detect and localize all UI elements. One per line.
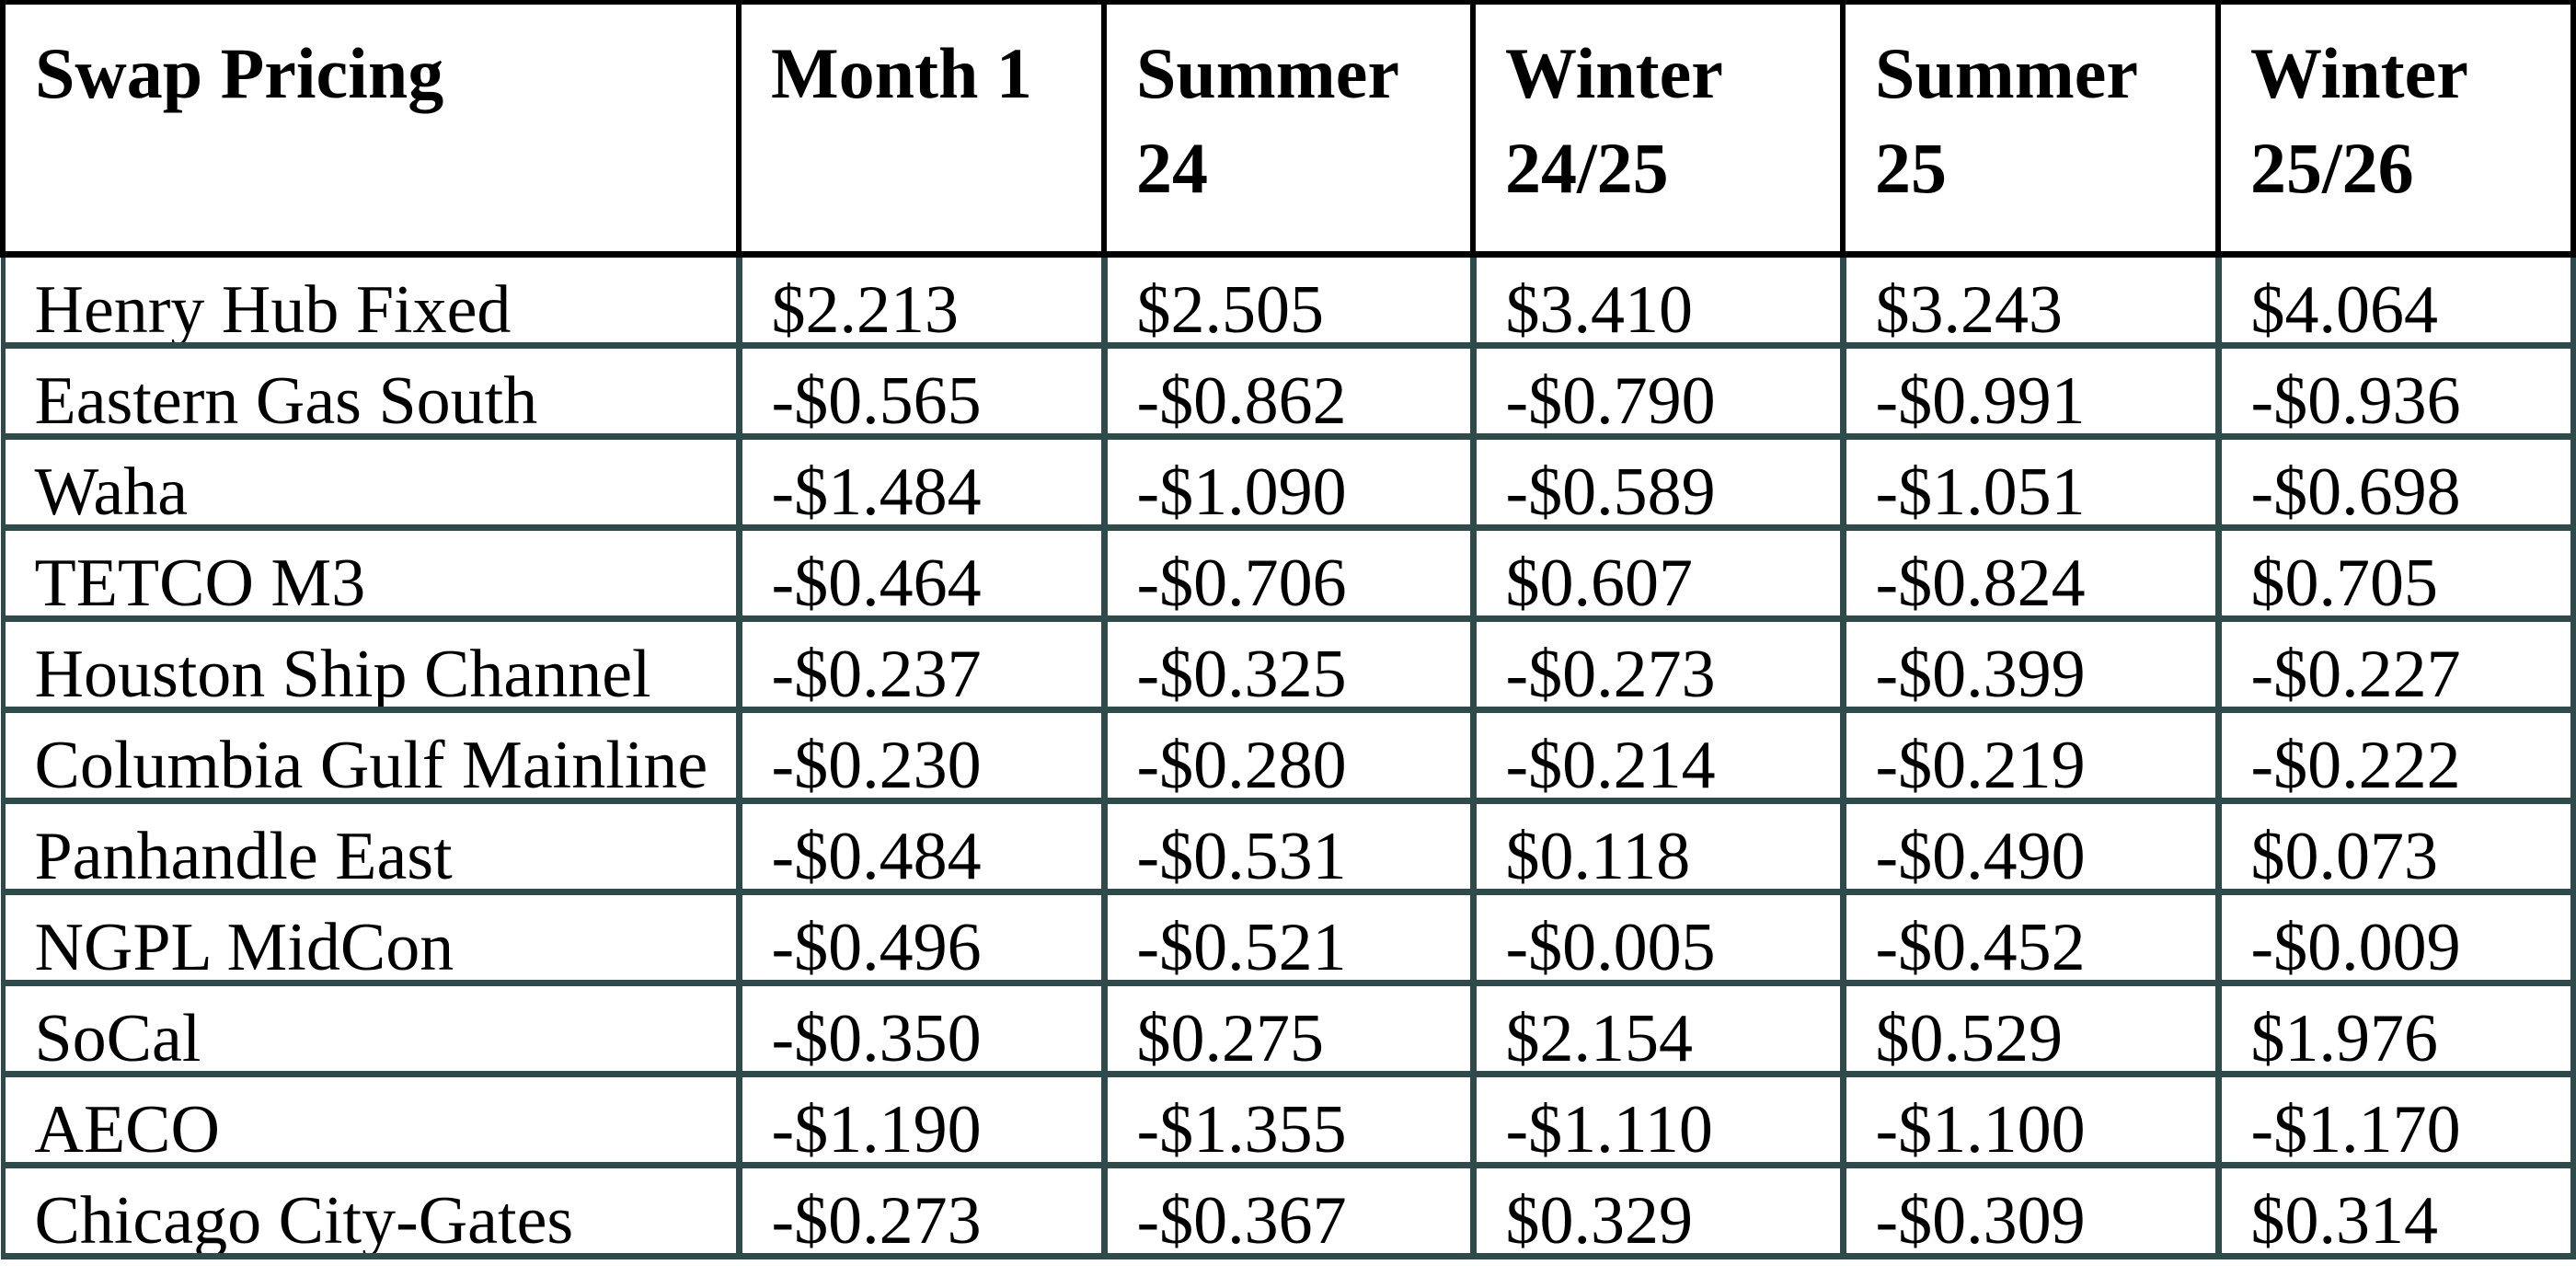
table-row: SoCal -$0.350 $0.275 $2.154 $0.529 $1.97…: [0, 980, 2576, 1077]
table-row: Houston Ship Channel -$0.237 -$0.325 -$0…: [0, 615, 2576, 713]
row-label: SoCal: [0, 980, 742, 1077]
row-label: Houston Ship Channel: [0, 615, 742, 713]
value-cell: -$1.090: [1100, 433, 1477, 531]
header-cell-summer-24: Summer 24: [1101, 0, 1476, 258]
value-cell: -$0.706: [1100, 524, 1477, 622]
value-cell: $1.976: [2214, 980, 2576, 1077]
value-cell: -$0.521: [1100, 889, 1477, 986]
value-cell: -$0.490: [1839, 798, 2222, 895]
value-cell: $2.505: [1100, 251, 1477, 349]
table-row: Eastern Gas South -$0.565 -$0.862 -$0.79…: [0, 342, 2576, 440]
value-cell: -$0.005: [1469, 889, 1846, 986]
table-row: Columbia Gulf Mainline -$0.230 -$0.280 -…: [0, 707, 2576, 804]
value-cell: -$0.214: [1469, 707, 1846, 804]
value-cell: $0.118: [1469, 798, 1846, 895]
row-label: Columbia Gulf Mainline: [0, 707, 742, 804]
value-cell: -$1.484: [735, 433, 1108, 531]
row-label: Henry Hub Fixed: [0, 251, 742, 349]
value-cell: -$1.100: [1839, 1071, 2222, 1168]
value-cell: -$0.367: [1100, 1162, 1477, 1259]
table-row: Chicago City-Gates -$0.273 -$0.367 $0.32…: [0, 1162, 2576, 1259]
value-cell: $0.314: [2214, 1162, 2576, 1259]
header-cell-month-1: Month 1: [736, 0, 1107, 258]
row-label: Chicago City-Gates: [0, 1162, 742, 1259]
value-cell: -$0.452: [1839, 889, 2222, 986]
value-cell: -$0.350: [735, 980, 1108, 1077]
header-cell-swap-pricing: Swap Pricing: [0, 0, 742, 258]
value-cell: -$0.230: [735, 707, 1108, 804]
table-row: TETCO M3 -$0.464 -$0.706 $0.607 -$0.824 …: [0, 524, 2576, 622]
value-cell: $0.329: [1469, 1162, 1846, 1259]
value-cell: -$0.589: [1469, 433, 1846, 531]
value-cell: $4.064: [2214, 251, 2576, 349]
swap-pricing-table: Swap Pricing Month 1 Summer 24 Winter 24…: [0, 0, 2576, 1259]
row-label: NGPL MidCon: [0, 889, 742, 986]
value-cell: $0.073: [2214, 798, 2576, 895]
table-row: Panhandle East -$0.484 -$0.531 $0.118 -$…: [0, 798, 2576, 895]
value-cell: $0.705: [2214, 524, 2576, 622]
value-cell: -$1.190: [735, 1071, 1108, 1168]
value-cell: -$0.565: [735, 342, 1108, 440]
value-cell: -$0.698: [2214, 433, 2576, 531]
table-row: Henry Hub Fixed $2.213 $2.505 $3.410 $3.…: [0, 251, 2576, 349]
value-cell: -$0.237: [735, 615, 1108, 713]
value-cell: -$0.009: [2214, 889, 2576, 986]
value-cell: $2.213: [735, 251, 1108, 349]
header-row: Swap Pricing Month 1 Summer 24 Winter 24…: [0, 0, 2576, 258]
table-row: NGPL MidCon -$0.496 -$0.521 -$0.005 -$0.…: [0, 889, 2576, 986]
table-row: Waha -$1.484 -$1.090 -$0.589 -$1.051 -$0…: [0, 433, 2576, 531]
value-cell: $0.275: [1100, 980, 1477, 1077]
value-cell: $3.243: [1839, 251, 2222, 349]
value-cell: $0.607: [1469, 524, 1846, 622]
value-cell: -$0.991: [1839, 342, 2222, 440]
value-cell: -$1.110: [1469, 1071, 1846, 1168]
value-cell: -$0.280: [1100, 707, 1477, 804]
value-cell: $0.529: [1839, 980, 2222, 1077]
value-cell: -$0.484: [735, 798, 1108, 895]
value-cell: -$0.227: [2214, 615, 2576, 713]
row-label: Waha: [0, 433, 742, 531]
value-cell: -$0.936: [2214, 342, 2576, 440]
header-cell-winter-24-25: Winter 24/25: [1470, 0, 1846, 258]
value-cell: -$0.222: [2214, 707, 2576, 804]
value-cell: -$0.496: [735, 889, 1108, 986]
value-cell: -$0.325: [1100, 615, 1477, 713]
value-cell: $2.154: [1469, 980, 1846, 1077]
value-cell: -$1.355: [1100, 1071, 1477, 1168]
table-row: AECO -$1.190 -$1.355 -$1.110 -$1.100 -$1…: [0, 1071, 2576, 1168]
value-cell: $3.410: [1469, 251, 1846, 349]
value-cell: -$0.273: [1469, 615, 1846, 713]
value-cell: -$0.399: [1839, 615, 2222, 713]
value-cell: -$0.824: [1839, 524, 2222, 622]
value-cell: -$0.309: [1839, 1162, 2222, 1259]
row-label: Panhandle East: [0, 798, 742, 895]
value-cell: -$0.273: [735, 1162, 1108, 1259]
value-cell: -$0.464: [735, 524, 1108, 622]
value-cell: -$0.790: [1469, 342, 1846, 440]
row-label: TETCO M3: [0, 524, 742, 622]
value-cell: -$0.862: [1100, 342, 1477, 440]
value-cell: -$0.219: [1839, 707, 2222, 804]
header-cell-winter-25-26: Winter 25/26: [2215, 0, 2576, 258]
row-label: AECO: [0, 1071, 742, 1168]
value-cell: -$1.051: [1839, 433, 2222, 531]
value-cell: -$1.170: [2214, 1071, 2576, 1168]
value-cell: -$0.531: [1100, 798, 1477, 895]
row-label: Eastern Gas South: [0, 342, 742, 440]
header-cell-summer-25: Summer 25: [1840, 0, 2221, 258]
